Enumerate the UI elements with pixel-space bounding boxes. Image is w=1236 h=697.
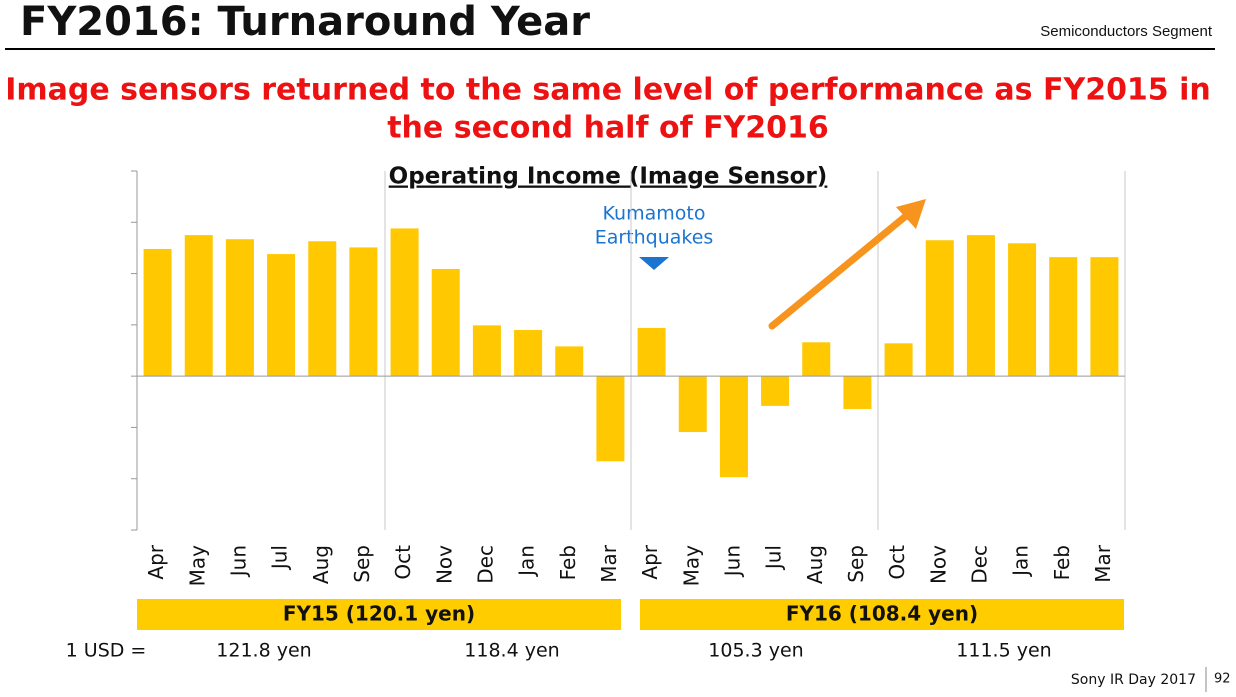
bar: [225, 239, 254, 377]
chart-title: Operating Income (Image Sensor): [389, 164, 828, 190]
bar: [719, 376, 748, 478]
bar: [1090, 257, 1119, 377]
bar: [267, 254, 296, 377]
period-band: [640, 599, 1124, 630]
annotation-marker: [639, 257, 669, 270]
period-label: FY16 (108.4 yen): [786, 602, 978, 626]
x-tick-label: Dec: [473, 545, 497, 584]
rate: 111.5 yen: [956, 640, 1051, 662]
x-tick-label: Jul: [762, 545, 786, 571]
annotation: Kumamoto: [603, 203, 706, 225]
x-tick-label: May: [679, 545, 703, 587]
rate: 121.8 yen: [216, 640, 311, 662]
bar: [637, 327, 666, 377]
bar: [596, 376, 625, 462]
x-tick-label: Jul: [268, 545, 292, 571]
x-tick-label: Nov: [432, 545, 456, 584]
bar: [184, 235, 213, 377]
x-tick-label: Sep: [350, 545, 374, 583]
x-tick-label: Oct: [391, 545, 415, 580]
annotation: Earthquakes: [595, 227, 714, 249]
period-band: [137, 599, 621, 630]
x-tick-label: Apr: [144, 544, 168, 579]
x-tick-label: Nov: [926, 545, 950, 584]
x-tick-label: Feb: [556, 545, 580, 580]
x-tick-label: Jan: [515, 545, 539, 578]
period-label: FY15 (120.1 yen): [283, 602, 475, 626]
x-tick-label: Mar: [597, 544, 621, 583]
trend-arrow-head: [896, 199, 926, 229]
x-tick-label: Dec: [967, 545, 991, 584]
bar: [143, 248, 172, 377]
bar: [761, 376, 790, 406]
rate: 118.4 yen: [464, 640, 559, 662]
bar: [308, 241, 337, 377]
x-tick-label: Aug: [309, 545, 333, 584]
bar: [925, 240, 954, 377]
bar: [678, 376, 707, 433]
bar: [555, 346, 584, 377]
page-number: 92: [1214, 672, 1231, 687]
bar: [472, 325, 501, 377]
group-dividers: [384, 171, 1126, 530]
bar: [1049, 257, 1078, 377]
bar: [349, 247, 378, 377]
bar: [884, 343, 913, 377]
x-tick-label: Apr: [638, 544, 662, 579]
headline: the second half of FY2016: [387, 111, 829, 146]
plot: Apr May Jun Jul Aug Sep Oct Nov Dec Jan Feb Mar Apr M…: [131, 170, 1125, 587]
x-tick-label: Jun: [720, 545, 744, 578]
x-tick-label: Mar: [1091, 544, 1115, 583]
bar: [514, 329, 543, 377]
bar: [1008, 243, 1037, 377]
segment-label: Semiconductors Segment: [1040, 23, 1213, 40]
bar: [843, 376, 872, 409]
footer: Sony IR Day 2017: [1071, 672, 1196, 688]
x-tick-label: Feb: [1050, 545, 1074, 580]
x-tick-label: Oct: [885, 545, 909, 580]
trend-arrow: [768, 207, 916, 330]
headline: Image sensors returned to the same level…: [5, 73, 1211, 108]
x-tick-label: May: [185, 545, 209, 587]
x-tick-label: Aug: [803, 545, 827, 584]
x-tick-label: Jan: [1009, 545, 1033, 578]
bar: [390, 228, 419, 377]
x-tick-label: Sep: [844, 545, 868, 583]
bar: [431, 268, 460, 377]
rate-label: 1 USD =: [66, 640, 147, 662]
slide-title: FY2016: Turnaround Year: [20, 0, 590, 45]
bar: [802, 342, 831, 377]
rate: 105.3 yen: [708, 640, 803, 662]
x-tick-label: Jun: [226, 545, 250, 578]
bar: [966, 235, 995, 377]
